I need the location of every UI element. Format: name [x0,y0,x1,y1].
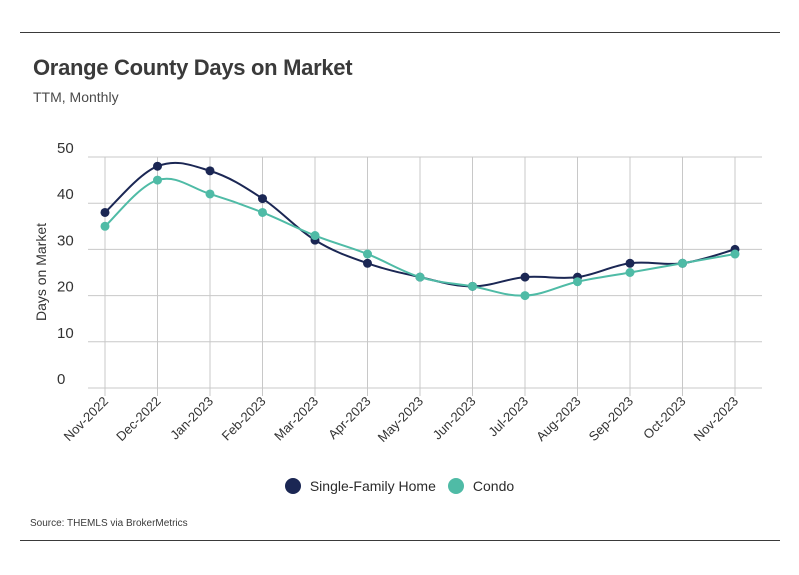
y-tick-label: 50 [57,140,74,157]
bottom-rule [20,540,780,541]
data-point-single-family [100,207,110,217]
data-point-condo [153,175,162,185]
x-tick-label: Nov-2023 [691,394,741,444]
legend-item-condo: Condo [447,478,515,494]
y-tick-label: 10 [57,325,74,342]
x-tick-label: Aug-2023 [533,394,583,444]
x-tick-label: Jun-2023 [430,394,479,443]
top-rule [20,32,780,33]
x-tick-label: Mar-2023 [271,394,321,444]
data-point-single-family [520,272,530,282]
data-point-condo [415,272,425,282]
data-point-condo [678,258,687,268]
data-point-condo [310,231,320,241]
x-tick-label: May-2023 [375,394,426,445]
legend: Single-Family Home Condo [0,478,799,494]
data-point-condo [258,207,267,217]
chart-subtitle: TTM, Monthly [33,89,119,105]
y-axis-label: Days on Market [33,223,49,321]
data-point-single-family [205,166,215,176]
x-tick-label: Apr-2023 [325,394,373,442]
legend-label-condo: Condo [472,478,515,494]
data-point-condo [100,221,110,231]
data-point-condo [468,281,477,291]
x-tick-label: Sep-2023 [586,394,636,444]
x-tick-label: Dec-2022 [113,394,163,444]
y-tick-label: 30 [57,232,74,249]
x-tick-label: Feb-2023 [219,394,269,444]
legend-item-single-family: Single-Family Home [284,478,436,494]
data-point-condo [520,291,530,301]
data-point-single-family [258,194,267,204]
data-point-condo [573,277,582,287]
labels-layer: 0 10 20 30 40 50 Nov-2022 Dec-2022 Jan-2023 Feb-2… [33,140,741,445]
data-point-condo [205,189,215,199]
data-point-single-family [153,161,162,171]
y-tick-label: 20 [57,279,74,296]
data-point-condo [730,249,740,259]
x-tick-label: Jul-2023 [485,394,531,440]
data-point-single-family [363,258,372,268]
legend-marker-condo [447,478,464,494]
x-tick-label: Jan-2023 [167,394,216,443]
data-point-condo [363,249,372,259]
legend-marker-single-family [284,478,301,494]
x-tick-label: Oct-2023 [640,394,688,442]
y-tick-label: 40 [57,186,74,203]
x-tick-label: Nov-2022 [61,394,111,444]
grid-layer [88,156,762,396]
data-point-single-family [625,258,635,268]
data-point-condo [625,268,635,277]
source-note: Source: THEMLS via BrokerMetrics [30,518,188,529]
chart-title: Orange County Days on Market [33,55,353,80]
y-tick-label: 0 [57,371,65,388]
legend-label-single-family: Single-Family Home [309,478,436,494]
series-layer [100,161,740,301]
